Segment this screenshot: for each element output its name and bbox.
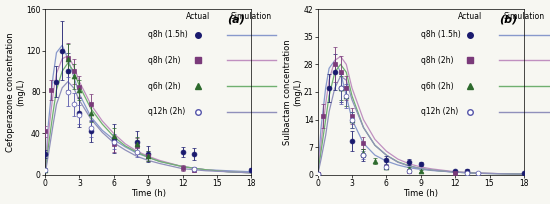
X-axis label: Time (h): Time (h)	[403, 190, 438, 198]
Text: q6h (2h): q6h (2h)	[148, 82, 181, 91]
Text: q12h (2h): q12h (2h)	[421, 107, 458, 116]
Text: Actual: Actual	[458, 12, 482, 21]
Text: q8h (2h): q8h (2h)	[421, 56, 453, 65]
Text: (b): (b)	[499, 14, 518, 24]
Text: q12h (2h): q12h (2h)	[148, 107, 185, 116]
Text: Simulation: Simulation	[230, 12, 272, 21]
Text: q8h (1.5h): q8h (1.5h)	[148, 30, 188, 39]
Text: Simulation: Simulation	[503, 12, 544, 21]
X-axis label: Time (h): Time (h)	[131, 190, 166, 198]
Text: (a): (a)	[227, 14, 245, 24]
Text: Actual: Actual	[185, 12, 210, 21]
Text: q8h (1.5h): q8h (1.5h)	[421, 30, 460, 39]
Y-axis label: Sulbactam concentration
(mg/L): Sulbactam concentration (mg/L)	[283, 39, 302, 145]
Text: q6h (2h): q6h (2h)	[421, 82, 453, 91]
Text: q8h (2h): q8h (2h)	[148, 56, 180, 65]
Y-axis label: Cefoperazone concentration
(mg/L): Cefoperazone concentration (mg/L)	[6, 32, 25, 152]
